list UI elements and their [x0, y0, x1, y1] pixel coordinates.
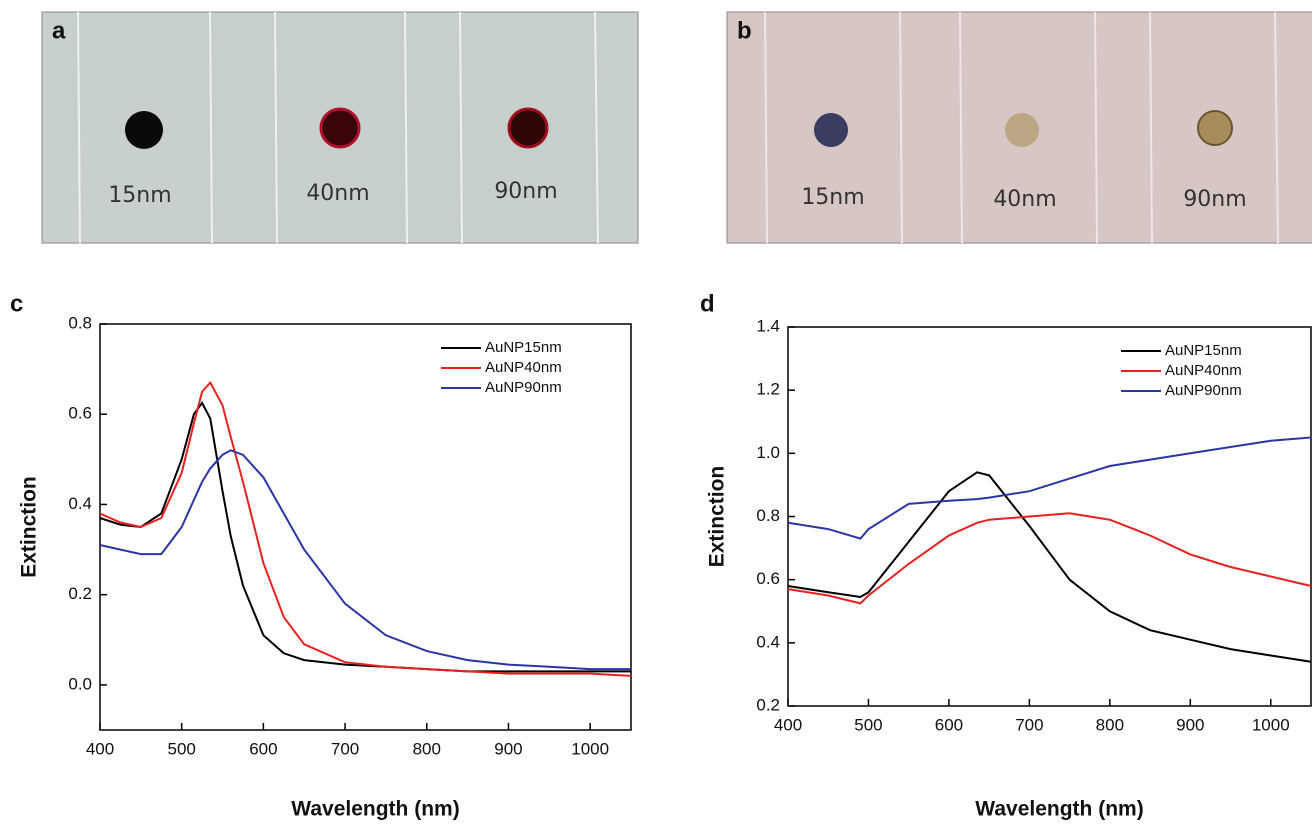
- panel-label: d: [700, 290, 715, 317]
- x-tick-label: 800: [1096, 715, 1124, 734]
- y-axis-title: Extinction: [18, 476, 41, 578]
- y-axis-title: Extinction: [706, 466, 729, 568]
- data-line: [99, 380, 632, 677]
- x-tick-label: 900: [494, 739, 522, 758]
- sample-label: 40nm: [993, 187, 1056, 212]
- y-tick-label: 0.6: [68, 404, 92, 423]
- sample-spot: [1197, 110, 1233, 146]
- photo-a: a 15nm 40nm 90nm: [41, 11, 639, 244]
- y-tick-label: 0.4: [756, 632, 780, 651]
- panel-label: a: [52, 17, 66, 44]
- legend-label: AuNP90nm: [1165, 382, 1242, 399]
- y-tick-label: 0.6: [756, 569, 780, 588]
- x-axis-title: Wavelength (nm): [291, 798, 459, 821]
- y-tick-label: 0.4: [68, 494, 92, 513]
- data-line: [99, 401, 631, 673]
- sample-spot: [507, 107, 549, 149]
- sample-label: 15nm: [801, 185, 864, 210]
- sample-label: 40nm: [306, 181, 369, 206]
- sample-label: 90nm: [1183, 187, 1246, 212]
- plot-frame: [99, 323, 632, 731]
- x-axis-title: Wavelength (nm): [975, 798, 1143, 821]
- legend-label: AuNP40nm: [485, 359, 562, 376]
- sample-spot: [319, 107, 361, 149]
- legend-label: AuNP15nm: [1165, 342, 1242, 359]
- x-tick-label: 700: [1015, 715, 1043, 734]
- strip-edges: [77, 11, 599, 244]
- strip-edges: [764, 11, 1279, 244]
- x-tick-label: 900: [1176, 715, 1204, 734]
- x-tick-label: 800: [413, 739, 441, 758]
- x-tick-label: 600: [935, 715, 963, 734]
- x-tick-label: 700: [331, 739, 359, 758]
- panel-label: b: [737, 17, 752, 44]
- x-tick-label: 400: [86, 739, 114, 758]
- x-tick-label: 500: [168, 739, 196, 758]
- sample-spot: [125, 111, 163, 149]
- y-tick-label: 0.0: [68, 674, 92, 693]
- sample-label: 15nm: [108, 183, 171, 208]
- legend-label: AuNP15nm: [485, 339, 562, 356]
- data-line: [99, 449, 631, 671]
- x-tick-label: 600: [249, 739, 277, 758]
- sample-label: 90nm: [494, 179, 557, 204]
- y-tick-label: 1.4: [756, 316, 780, 335]
- y-tick-label: 0.2: [756, 695, 780, 714]
- y-tick-label: 0.2: [68, 584, 92, 603]
- x-tick-label: 1000: [571, 739, 609, 758]
- legend-label: AuNP40nm: [1165, 362, 1242, 379]
- sample-spot: [814, 113, 848, 147]
- photo-b: b 15nm 40nm 90nm: [726, 11, 1312, 244]
- panel-label: c: [10, 290, 23, 317]
- y-tick-label: 0.8: [68, 313, 92, 332]
- x-tick-label: 1000: [1252, 715, 1290, 734]
- data-line: [787, 436, 1312, 540]
- data-line: [787, 471, 1312, 663]
- legend-label: AuNP90nm: [485, 379, 562, 396]
- y-tick-label: 1.0: [756, 443, 780, 462]
- data-line: [787, 512, 1312, 605]
- sample-spot: [1005, 113, 1039, 147]
- x-tick-label: 400: [774, 715, 802, 734]
- y-tick-label: 0.8: [756, 506, 780, 525]
- x-tick-label: 500: [854, 715, 882, 734]
- y-tick-label: 1.2: [756, 380, 780, 399]
